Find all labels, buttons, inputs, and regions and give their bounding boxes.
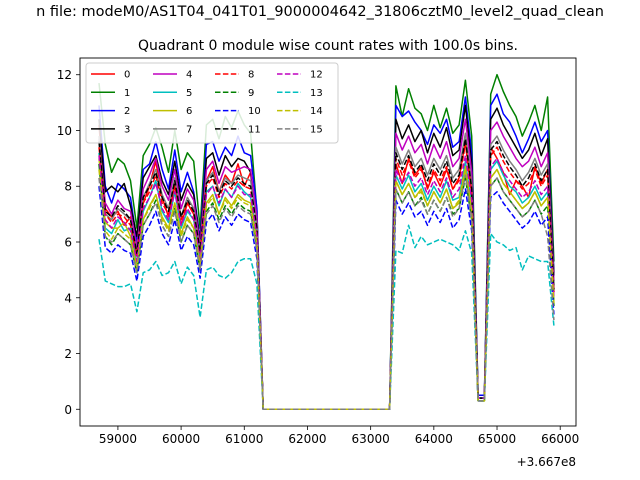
chart-title: Quadrant 0 module wise count rates with … — [138, 38, 518, 54]
legend-label-0: 0 — [124, 70, 130, 81]
x-tick-label: 59000 — [99, 432, 137, 446]
series-line-15 — [98, 174, 555, 411]
legend-box — [85, 62, 339, 144]
legend-label-3: 3 — [124, 124, 130, 135]
x-tick-label: 60000 — [162, 432, 200, 446]
axis-ticks: 59000 60000 61000 62000 63000 64000 65000 66000… — [57, 68, 580, 446]
x-tick-label: 63000 — [352, 432, 390, 446]
legend-label-13: 13 — [310, 88, 323, 99]
legend-label-2: 2 — [124, 106, 130, 117]
x-tick-label: 62000 — [288, 432, 326, 446]
legend-label-1: 1 — [124, 88, 130, 99]
legend-label-12: 12 — [310, 70, 323, 81]
legend-label-5: 5 — [186, 88, 192, 99]
y-tick-label: 4 — [64, 291, 72, 305]
legend-label-8: 8 — [248, 70, 254, 81]
y-tick-label: 0 — [64, 403, 72, 417]
x-offset-label: +3.667e8 — [517, 455, 576, 469]
legend-label-9: 9 — [248, 88, 254, 99]
legend-label-6: 6 — [186, 106, 192, 117]
series-line-14 — [98, 165, 555, 411]
y-tick-label: 8 — [64, 180, 72, 194]
legend-label-10: 10 — [248, 106, 261, 117]
x-tick-label: 66000 — [541, 432, 579, 446]
x-tick-label: 64000 — [415, 432, 453, 446]
series-layer — [98, 73, 555, 411]
y-tick-label: 6 — [64, 236, 72, 250]
y-tick-label: 12 — [57, 68, 72, 82]
legend-label-14: 14 — [310, 106, 323, 117]
x-tick-label: 61000 — [225, 432, 263, 446]
legend-label-4: 4 — [186, 70, 192, 81]
y-tick-label: 10 — [57, 124, 72, 138]
y-tick-label: 2 — [64, 347, 72, 361]
x-tick-label: 65000 — [478, 432, 516, 446]
figure-suptitle: n file: modeM0/AS1T04_041T01_9000004642_… — [36, 4, 604, 20]
legend-label-15: 15 — [310, 124, 323, 135]
axes-frame — [79, 57, 577, 427]
legend-label-11: 11 — [248, 124, 261, 135]
legend-label-7: 7 — [186, 124, 192, 135]
